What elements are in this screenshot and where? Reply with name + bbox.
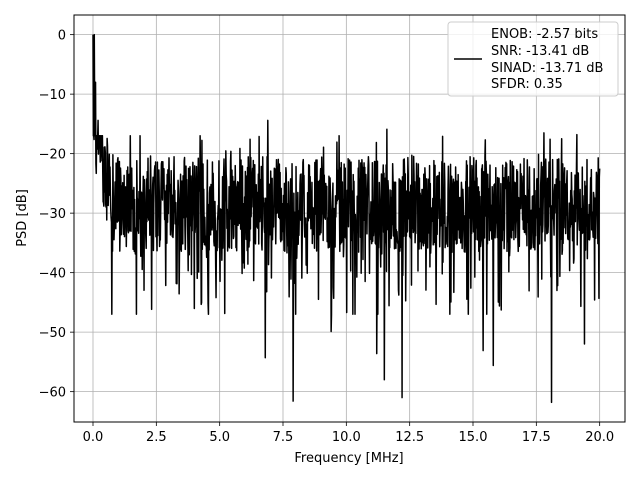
psd-series-line xyxy=(92,33,601,404)
series-layer xyxy=(92,33,601,404)
y-tick-label: −20 xyxy=(39,148,66,163)
x-tick-label: 5.0 xyxy=(209,430,230,445)
x-tick-label: 17.5 xyxy=(522,430,551,445)
y-tick-label: −30 xyxy=(39,207,66,222)
legend-entry-sinad: SINAD: -13.71 dB xyxy=(491,61,603,76)
x-tick-label: 0.0 xyxy=(83,430,104,445)
y-axis: 0 −10 −20 −30 −40 −50 −60 xyxy=(39,29,74,401)
y-tick-label: −60 xyxy=(39,386,66,401)
legend-box xyxy=(447,21,619,97)
y-tick-label: −10 xyxy=(39,88,66,103)
x-tick-label: 12.5 xyxy=(395,430,424,445)
x-tick-label: 10.0 xyxy=(332,430,361,445)
y-tick-label: −40 xyxy=(39,267,66,282)
y-tick-label: 0 xyxy=(58,29,66,44)
y-tick-label: −50 xyxy=(39,326,66,341)
x-tick-label: 2.5 xyxy=(146,430,167,445)
legend-entry-snr: SNR: -13.41 dB xyxy=(491,44,589,59)
y-axis-label: PSD [dB] xyxy=(15,189,30,247)
legend: ENOB: -2.57 bits SNR: -13.41 dB SINAD: -… xyxy=(447,21,619,97)
x-tick-label: 20.0 xyxy=(585,430,614,445)
legend-entry-sfdr: SFDR: 0.35 xyxy=(491,77,563,92)
x-tick-label: 7.5 xyxy=(273,430,294,445)
plot-frame xyxy=(73,14,626,423)
legend-entry-enob: ENOB: -2.57 bits xyxy=(491,27,598,42)
x-tick-label: 15.0 xyxy=(459,430,488,445)
x-axis-label: Frequency [MHz] xyxy=(294,451,403,466)
x-axis: 0.0 2.5 5.0 7.5 10.0 12.5 15.0 17.5 20.0 xyxy=(83,422,614,445)
